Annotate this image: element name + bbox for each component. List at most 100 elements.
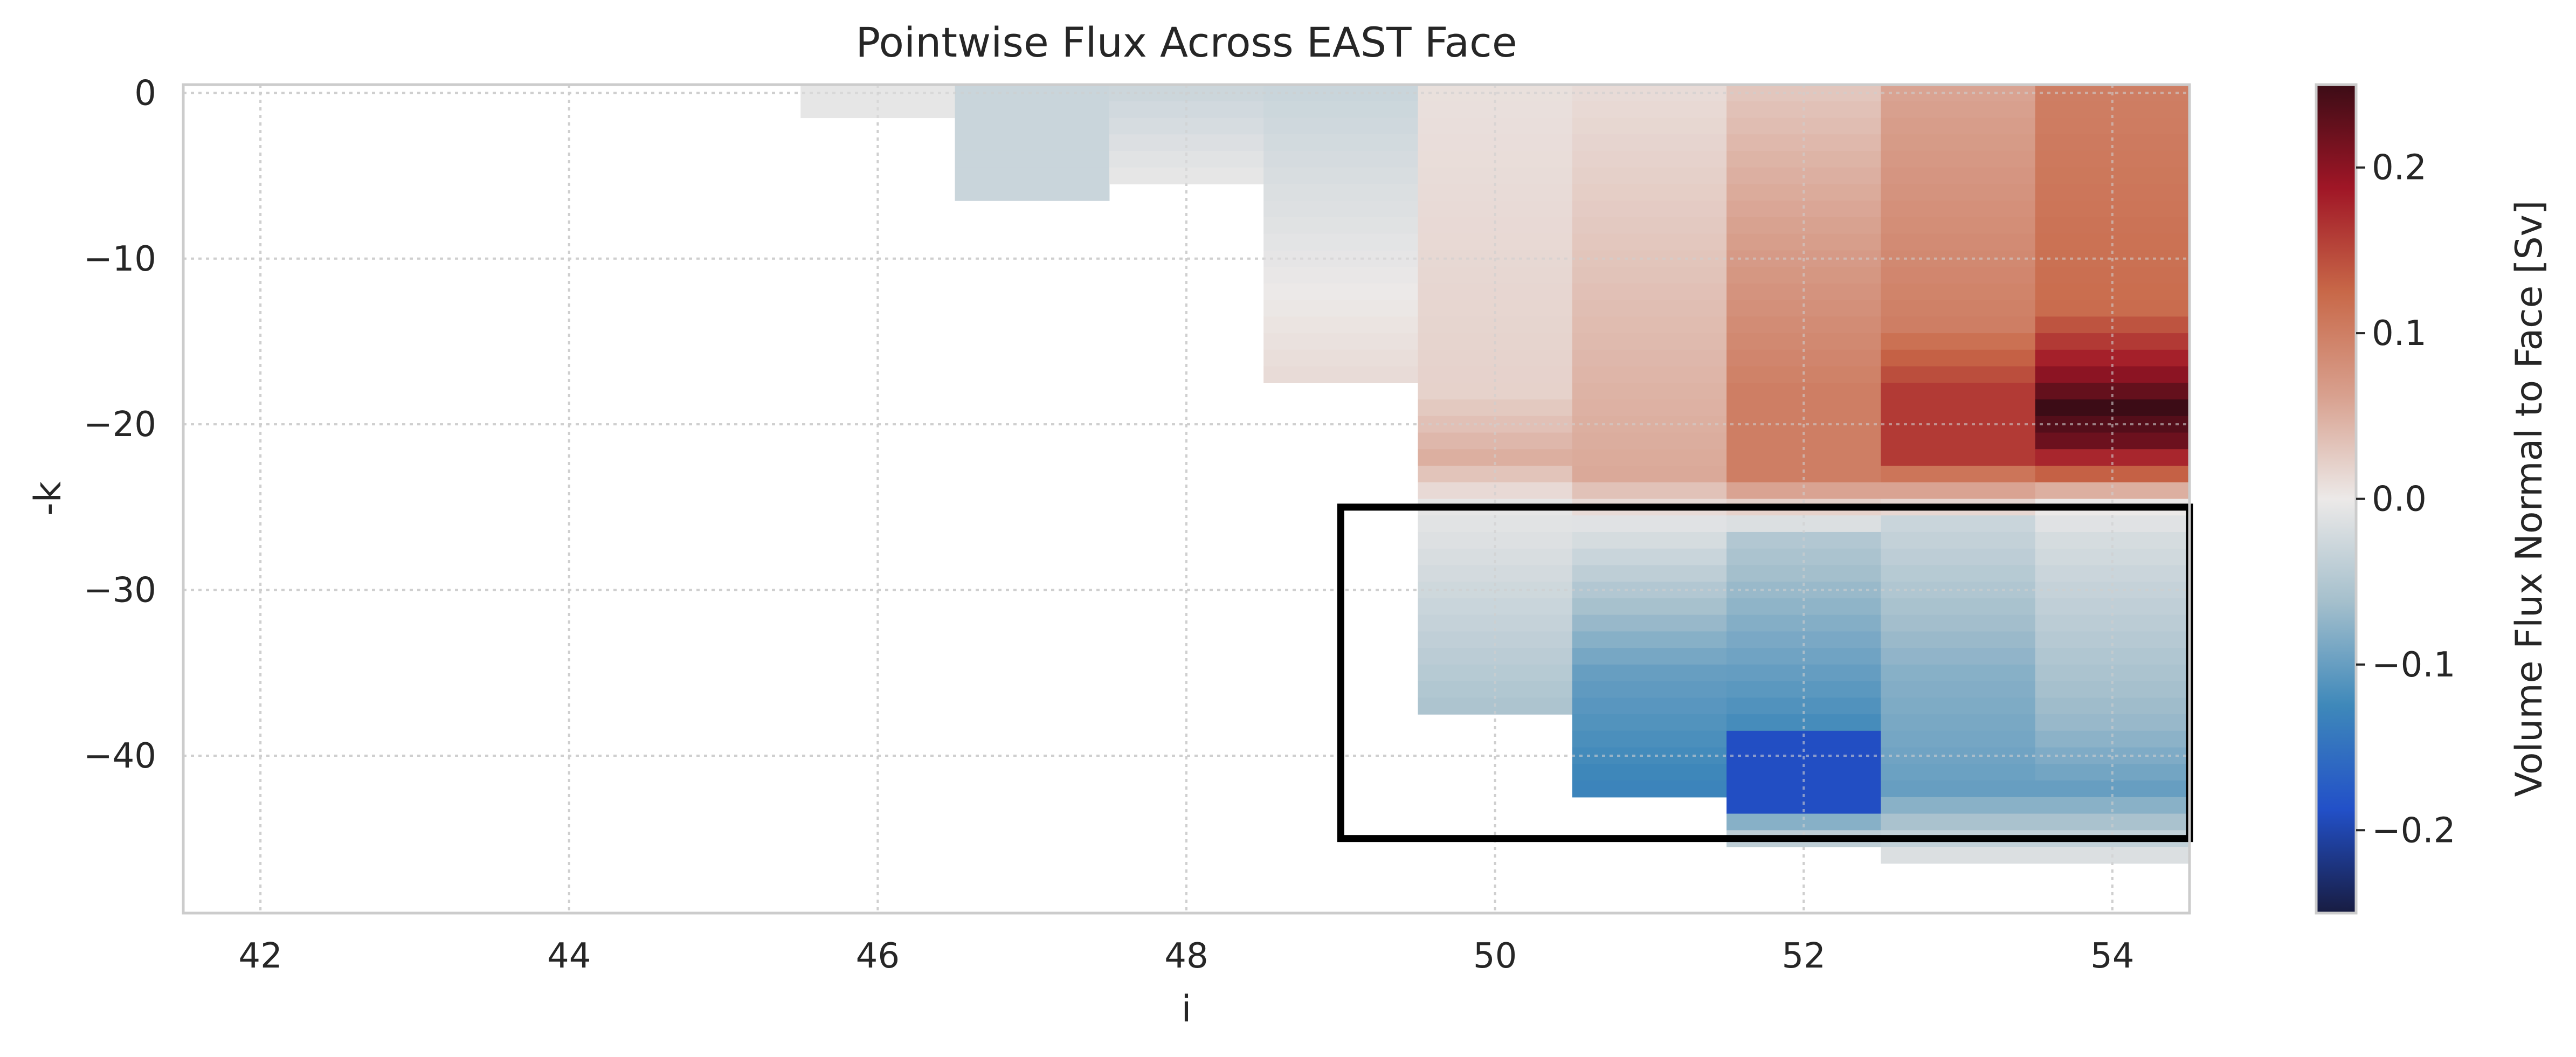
- x-tick-label: 44: [547, 936, 591, 976]
- y-tick-label: −40: [84, 736, 156, 776]
- heatmap-cell: [1263, 184, 1419, 201]
- heatmap-cell: [1263, 283, 1419, 301]
- heatmap-cell: [1881, 631, 2036, 648]
- heatmap-cell: [955, 150, 1110, 168]
- heatmap-cell: [1572, 531, 1727, 549]
- x-tick-label: 46: [856, 936, 900, 976]
- colorbar-tick-label: 0.2: [2372, 148, 2427, 188]
- heatmap-cell: [1572, 233, 1727, 251]
- heatmap-cell: [1726, 134, 1881, 151]
- colorbar-tick-label: −0.1: [2372, 645, 2455, 685]
- heatmap-cell: [1572, 648, 1727, 665]
- heatmap-cell: [1572, 432, 1727, 450]
- heatmap-cell: [1263, 349, 1419, 367]
- heatmap-cell: [1881, 383, 2036, 400]
- heatmap-cell: [1572, 614, 1727, 632]
- heatmap-cell: [1572, 101, 1727, 119]
- heatmap-cell: [1572, 201, 1727, 218]
- heatmap-cell: [1881, 233, 2036, 251]
- heatmap-cell: [1881, 349, 2036, 367]
- heatmap-cell: [1881, 466, 2036, 483]
- heatmap-cell: [1881, 150, 2036, 168]
- heatmap-cell: [1881, 201, 2036, 218]
- heatmap-cell: [1572, 598, 1727, 616]
- heatmap-cell: [1572, 217, 1727, 234]
- heatmap-cell: [1418, 300, 1573, 317]
- heatmap-cell: [1881, 780, 2036, 798]
- heatmap-cell: [1572, 349, 1727, 367]
- heatmap-cell: [1572, 714, 1727, 731]
- heatmap-cell: [1881, 333, 2036, 350]
- heatmap-cell: [1263, 201, 1419, 218]
- heatmap-cell: [1572, 267, 1727, 284]
- heatmap-cell: [1881, 847, 2036, 864]
- grid-overlay: [183, 85, 2190, 913]
- heatmap-cell: [1263, 233, 1419, 251]
- heatmap-cell: [1881, 598, 2036, 616]
- heatmap-cell: [1572, 167, 1727, 185]
- heatmap-cell: [1881, 432, 2036, 450]
- heatmap-cell: [1572, 449, 1727, 466]
- heatmap-cell: [1418, 217, 1573, 234]
- heatmap-cell: [1726, 730, 1881, 748]
- heatmap-cell: [1726, 813, 1881, 831]
- heatmap-cell: [1881, 316, 2036, 334]
- heatmap-cell: [1881, 548, 2036, 566]
- heatmap-cell: [1881, 730, 2036, 748]
- heatmap-cell: [1881, 366, 2036, 383]
- heatmap-cell: [1572, 482, 1727, 500]
- y-axis-label: -k: [27, 481, 70, 516]
- heatmap-cell: [1572, 300, 1727, 317]
- heatmap-cell: [2035, 300, 2190, 317]
- x-tick-label: 48: [1164, 936, 1208, 976]
- x-tick-label: 52: [1782, 936, 1826, 976]
- heatmap-cell: [1881, 614, 2036, 632]
- heatmap-cell: [1418, 134, 1573, 151]
- heatmap-cell: [1881, 664, 2036, 682]
- heatmap-cell: [1263, 134, 1419, 151]
- heatmap-cell: [1572, 780, 1727, 798]
- y-tick-label: −10: [84, 239, 156, 279]
- heatmap-cell: [1572, 118, 1727, 135]
- heatmap-cell: [1572, 316, 1727, 334]
- heatmap-cell: [1263, 316, 1419, 334]
- heatmap-cell: [1572, 764, 1727, 781]
- heatmap-cell: [1881, 648, 2036, 665]
- heatmap-cell: [955, 118, 1110, 135]
- heatmap-cell: [1881, 134, 2036, 151]
- colorbar-tick-label: 0.0: [2372, 480, 2427, 520]
- heatmap-cell: [1726, 300, 1881, 317]
- colorbar-label: Volume Flux Normal to Face [Sv]: [2508, 201, 2551, 797]
- colorbar-ticks: −0.2 −0.1 0.0 0.1 0.2: [2356, 148, 2455, 851]
- heatmap-cell: [2035, 648, 2190, 665]
- heatmap-cell: [2035, 813, 2190, 831]
- heatmap-cell: [1572, 664, 1727, 682]
- heatmap-cell: [2035, 134, 2190, 151]
- heatmap-cell: [1881, 764, 2036, 781]
- heatmap-cell: [1572, 184, 1727, 201]
- heatmap-cell: [955, 134, 1110, 151]
- heatmap-cell: [1881, 217, 2036, 234]
- heatmap-cell: [1881, 184, 2036, 201]
- heatmap-cell: [1881, 813, 2036, 831]
- plot-frame: [182, 83, 2191, 915]
- heatmap-cell: [1881, 515, 2036, 533]
- heatmap-cell: [1881, 565, 2036, 582]
- heatmap-cell: [1881, 118, 2036, 135]
- heatmap-cell: [1881, 482, 2036, 500]
- heatmap-cell: [2035, 730, 2190, 748]
- heatmap-cell: [1572, 383, 1727, 400]
- y-axis-ticks: 0 −10 −20 −30 −40: [84, 73, 156, 776]
- heatmap-cells: [800, 85, 2190, 864]
- heatmap-cell: [1263, 150, 1419, 168]
- heatmap-cell: [1263, 118, 1419, 135]
- colorbar: [2315, 83, 2358, 915]
- heatmap-cell: [955, 101, 1110, 119]
- heatmap-cell: [1881, 300, 2036, 317]
- heatmap-cell: [1263, 101, 1419, 119]
- colorbar-tick-label: 0.1: [2372, 314, 2427, 354]
- x-axis-label: i: [1182, 988, 1192, 1031]
- heatmap-cell: [1726, 648, 1881, 665]
- heatmap-cell: [1726, 217, 1881, 234]
